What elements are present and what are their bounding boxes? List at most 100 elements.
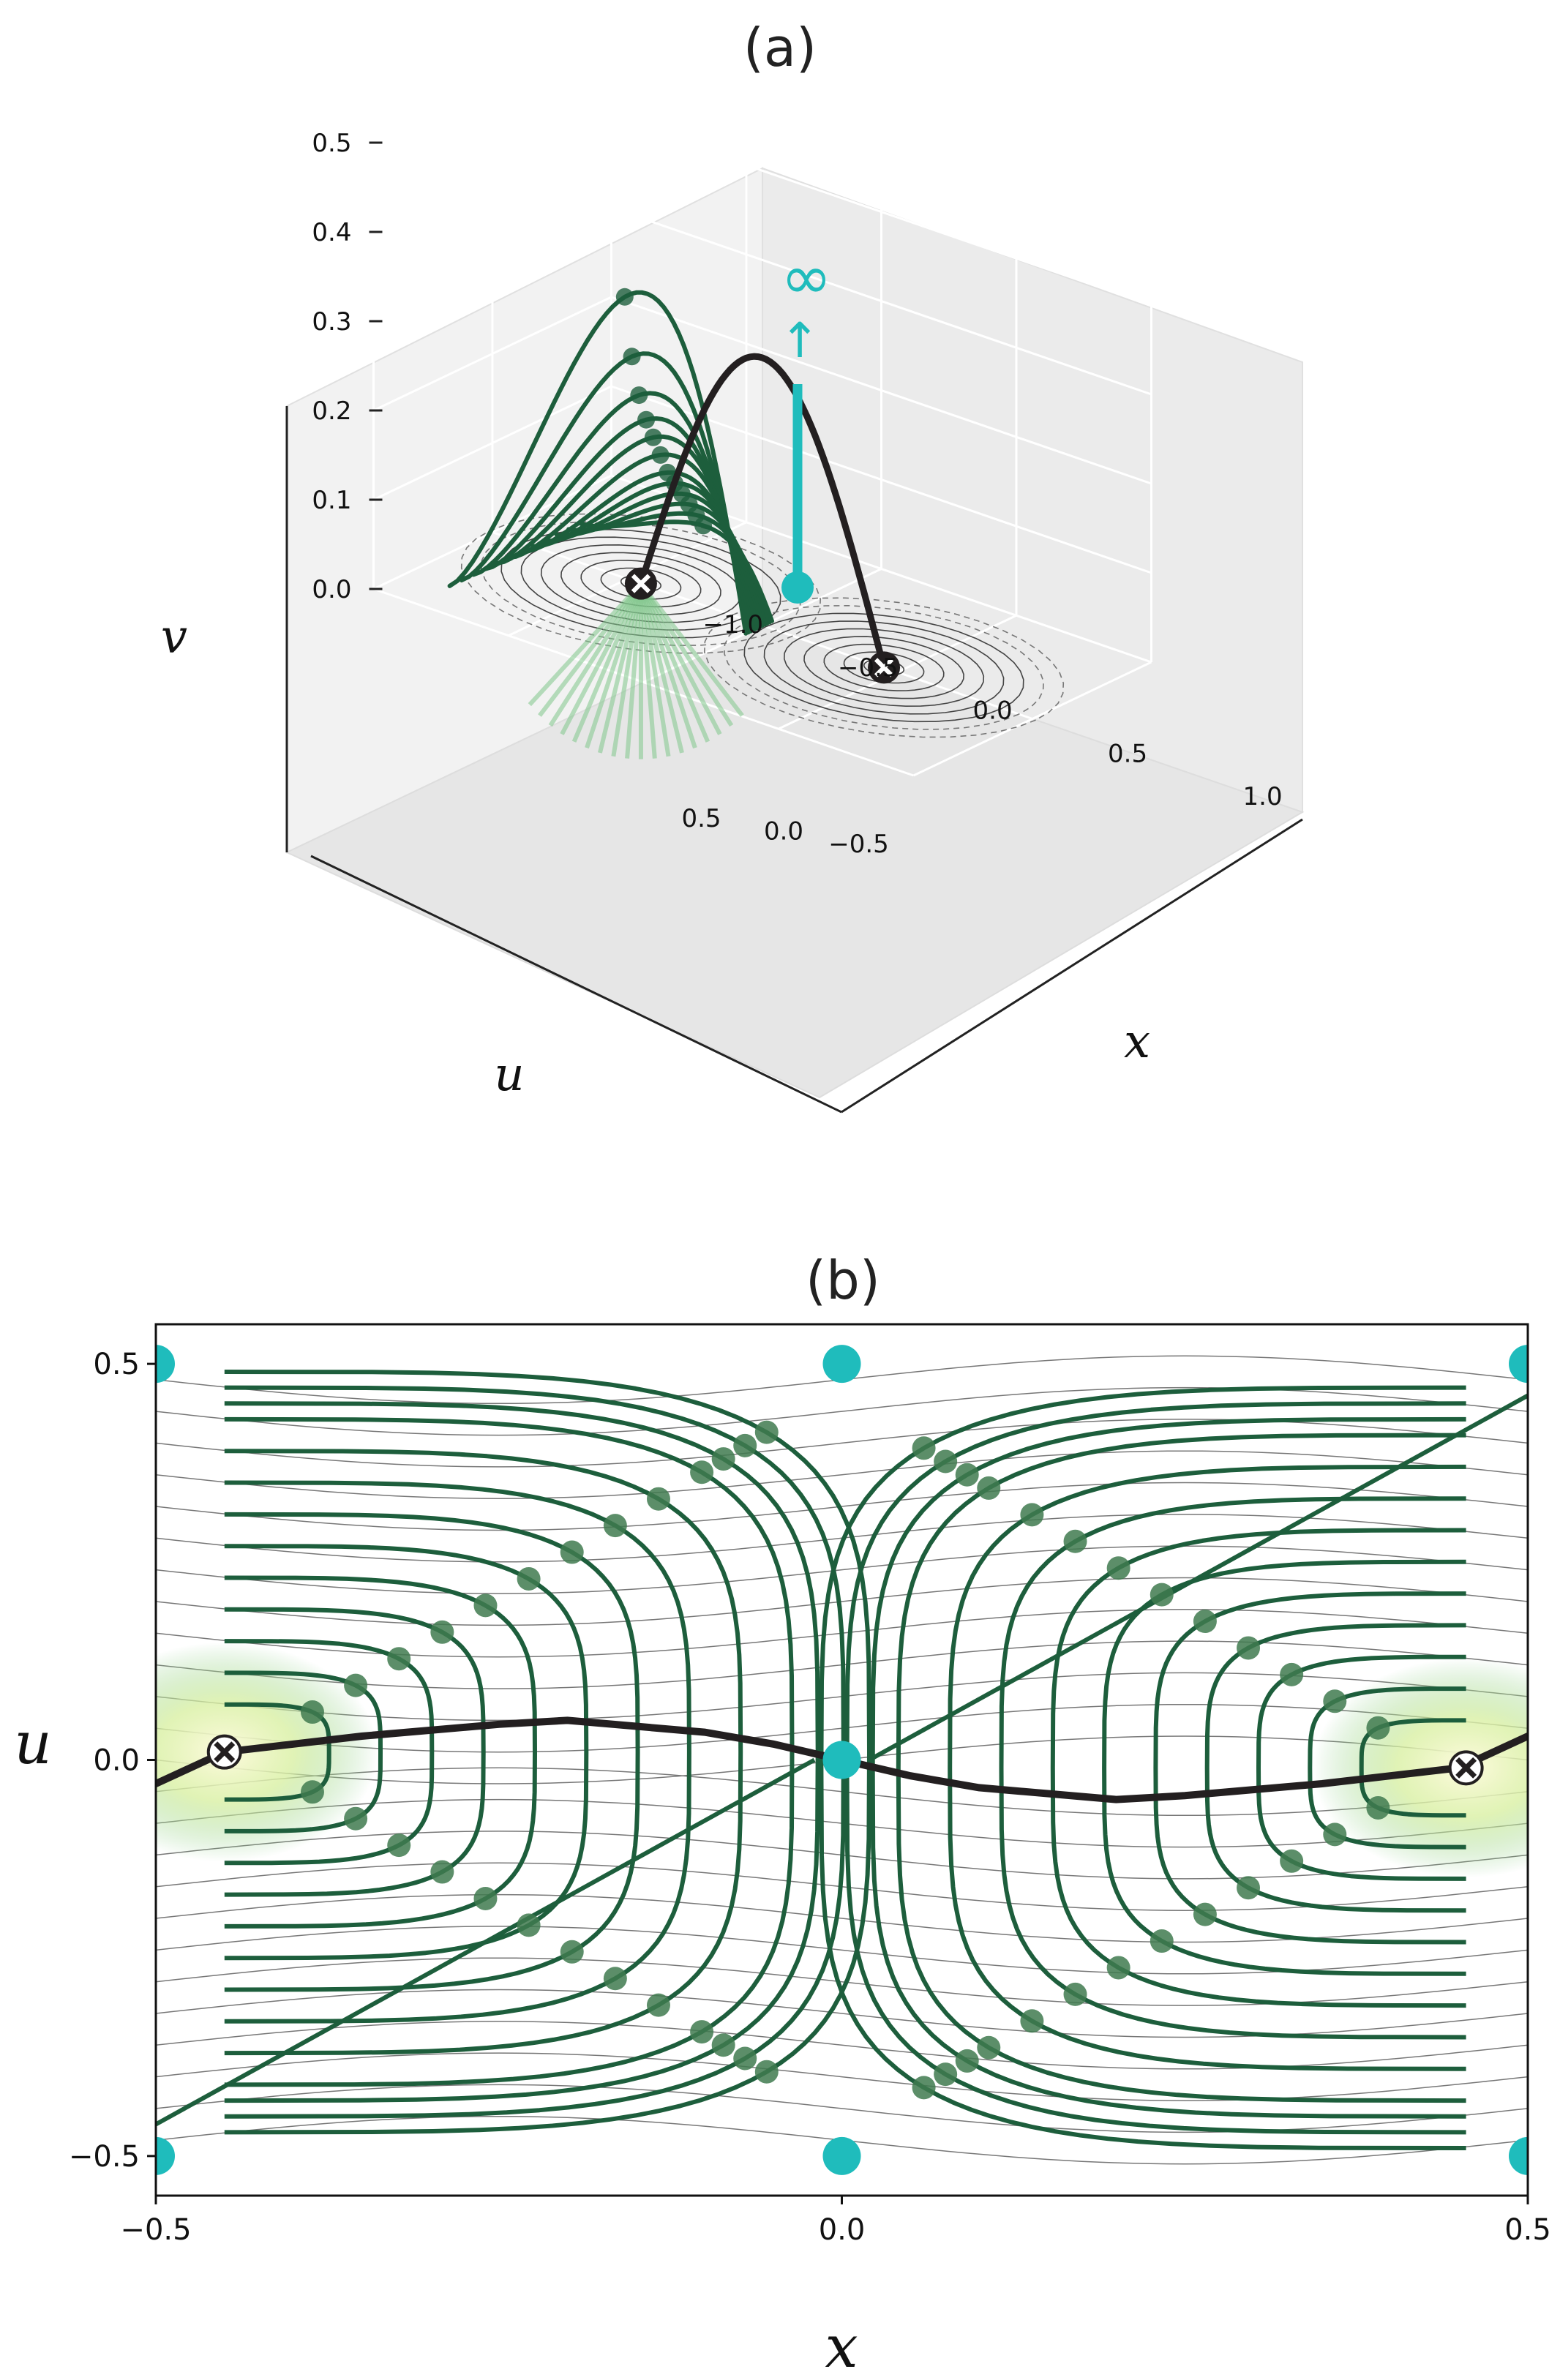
singular-point <box>1509 1345 1528 1384</box>
trajectory <box>1204 1623 1466 1913</box>
v-tick-label: 0.4 <box>312 218 351 247</box>
trajectory-marker <box>1193 1610 1217 1634</box>
fan-ray-3d <box>639 582 734 727</box>
trajectory <box>1050 1528 1466 2008</box>
floor-contour <box>803 636 964 699</box>
x-tick-label: 0.0 <box>819 2213 866 2247</box>
trajectory <box>948 1464 1466 2071</box>
background-contour <box>156 1450 1528 1499</box>
trajectory-marker <box>1106 1556 1130 1580</box>
trajectory <box>1359 1718 1466 1818</box>
fixed-point-glow-region <box>156 1642 378 1862</box>
trajectory <box>224 1370 871 2135</box>
x-axis-label: x <box>1124 1015 1150 1069</box>
grid-line <box>372 385 612 501</box>
fan-ray-3d <box>639 582 710 743</box>
trajectory <box>224 1449 743 2056</box>
trajectory <box>1153 1591 1466 1945</box>
singular-point-3d <box>781 571 814 604</box>
background-contour <box>156 1577 1528 1626</box>
trajectory-marker <box>430 1860 454 1884</box>
trajectory-3d-marker <box>615 288 634 306</box>
trajectory-marker <box>517 1913 541 1937</box>
trajectory <box>224 1639 435 1866</box>
trajectory-marker <box>733 1433 757 1457</box>
grid-line <box>372 206 612 323</box>
background-contour <box>156 2052 1528 2101</box>
v-tick-label: 0.5 <box>312 129 351 158</box>
x-tick-label: 0.5 <box>1504 2213 1551 2247</box>
trajectory-marker <box>646 1487 670 1511</box>
trajectory-marker <box>1366 1716 1390 1740</box>
trajectory-markers <box>300 1420 1390 2100</box>
background-contour <box>156 2021 1528 2070</box>
fan-ray-3d <box>611 583 643 757</box>
fan-ray-3d <box>528 582 643 707</box>
grid-line <box>611 206 1152 396</box>
diagonal-trajectory <box>156 1757 816 2127</box>
trajectory-marker <box>1020 2009 1044 2033</box>
trajectory-marker <box>300 1700 324 1724</box>
v-axis-label: v <box>161 610 187 664</box>
background-contour <box>156 1545 1528 1594</box>
trajectory-marker <box>344 1806 368 1831</box>
x-tick-label: −1.0 <box>703 610 764 639</box>
trajectory <box>1256 1654 1466 1881</box>
trajectory-marker <box>1150 1929 1174 1953</box>
infinity-glyph: ∞ <box>781 241 832 313</box>
grid-line <box>372 28 612 144</box>
x-axis-line <box>841 818 1303 1114</box>
trajectory-3d-marker <box>623 348 641 366</box>
background-contour <box>156 1482 1528 1531</box>
tick-labels-2d: −0.5 0.0 0.5 −0.5 0.0 0.5 <box>69 1348 1551 2247</box>
trajectory-3d-marker <box>644 428 662 446</box>
grid-line <box>611 296 1152 485</box>
trajectory-marker <box>754 2060 779 2084</box>
grid-line <box>611 28 1152 217</box>
singular-point <box>156 1345 175 1384</box>
singular-points <box>156 1345 1528 2175</box>
trajectory <box>999 1496 1466 2040</box>
trajectory <box>1308 1686 1466 1850</box>
grid-line <box>372 296 612 412</box>
fan-ray-3d <box>598 582 643 754</box>
trajectory-marker <box>1323 1689 1347 1713</box>
trajectory-marker <box>560 1540 584 1564</box>
v-tick-label: 0.0 <box>312 575 351 604</box>
fan-ray-3d <box>639 582 744 717</box>
trajectory-marker <box>934 1449 958 1474</box>
x-axis-label-b: x <box>825 2313 858 2380</box>
singular-point <box>156 2136 175 2175</box>
singular-point <box>822 1741 861 1779</box>
grid-line <box>373 588 914 777</box>
x-tick-label: 0.5 <box>1108 739 1147 768</box>
trajectory-marker <box>912 2076 936 2100</box>
u-axis-line <box>310 855 842 1114</box>
panel-b-axes: −0.5 0.0 0.5 −0.5 0.0 0.5 x u <box>14 1323 1551 2380</box>
panel-b-title: (b) <box>806 1250 880 1311</box>
trajectory-marker <box>1020 1503 1044 1527</box>
trajectory-marker <box>603 1967 627 1991</box>
trajectory-marker <box>754 1420 779 1444</box>
y-tick-label: 0.5 <box>93 1348 140 1381</box>
trajectory-marker <box>473 1886 498 1910</box>
floor-contour <box>783 628 985 707</box>
trajectory <box>1102 1559 1466 1976</box>
fixed-point-cross <box>1455 1757 1477 1779</box>
trajectory-marker <box>1063 1982 1087 2006</box>
trajectory <box>224 1702 331 1802</box>
x-tick-label: −0.5 <box>120 2213 191 2247</box>
trajectories-3d <box>447 288 901 759</box>
v-tick-label: 0.1 <box>312 486 351 515</box>
trajectory-marker <box>646 1993 670 2017</box>
trajectory-marker <box>1063 1529 1087 1553</box>
trajectory <box>819 1385 1466 2150</box>
trajectory-marker <box>603 1514 627 1538</box>
panel-a-title: (a) <box>743 17 817 78</box>
trajectory-marker <box>977 2035 1001 2060</box>
x-tick-label: −0.5 <box>838 653 899 683</box>
trajectory <box>224 1512 640 1992</box>
trajectory-marker <box>344 1673 368 1697</box>
u-tick-label: 0.5 <box>681 804 721 833</box>
v-tick-label: 0.2 <box>312 397 351 426</box>
